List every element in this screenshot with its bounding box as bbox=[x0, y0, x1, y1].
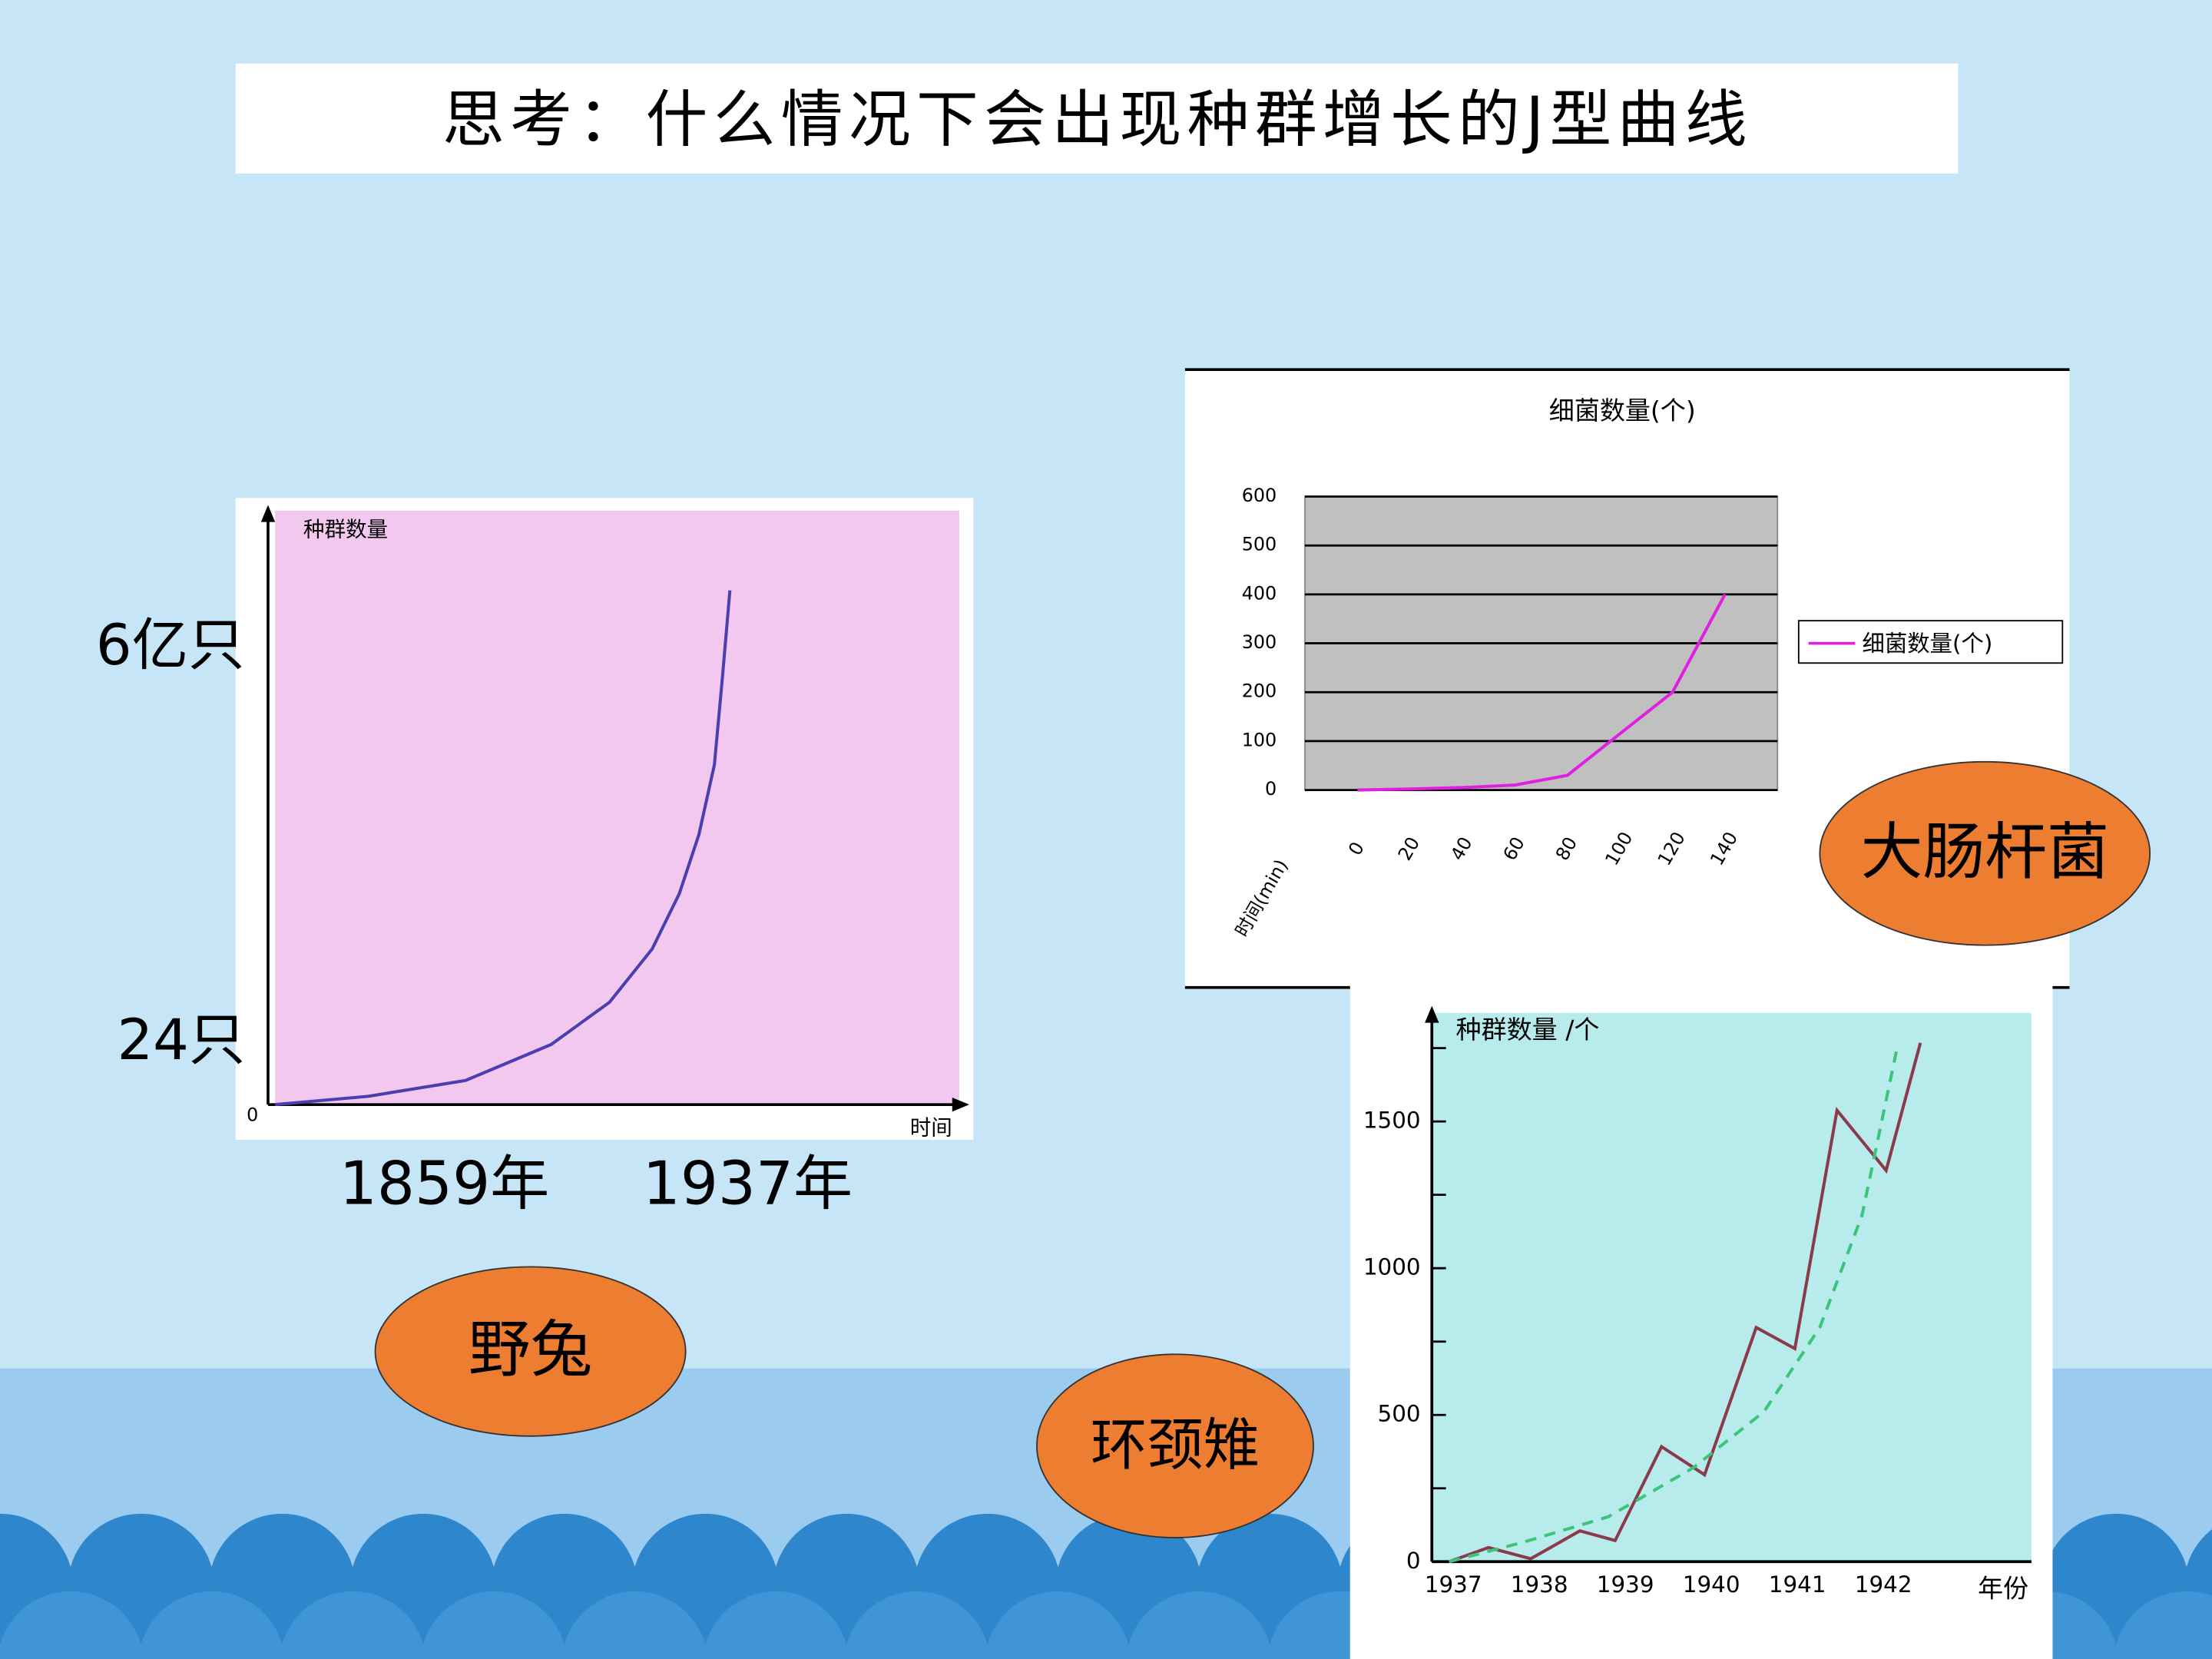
y-axis-label: 种群数量 /个 bbox=[1456, 1015, 1600, 1045]
axis-arrow bbox=[1425, 1005, 1439, 1023]
wave bbox=[985, 1591, 1131, 1659]
wave bbox=[0, 1591, 144, 1659]
chart-title: 细菌数量(个) bbox=[1549, 396, 1696, 426]
ellipse-label: 环颈雉 bbox=[1091, 1412, 1260, 1478]
data-line bbox=[1449, 1046, 1899, 1564]
title-box bbox=[235, 63, 1959, 174]
plot-area bbox=[1432, 1012, 2032, 1562]
label-ellipse bbox=[374, 1266, 687, 1437]
x-tick-label: 1942 bbox=[1855, 1571, 1912, 1598]
annotation: 1859年 bbox=[339, 1150, 549, 1219]
axis-arrow bbox=[952, 1097, 969, 1112]
y-tick-label: 500 bbox=[1242, 534, 1277, 555]
annotation: 24只 bbox=[117, 1008, 245, 1073]
x-axis-label: 年份 bbox=[1978, 1574, 2028, 1604]
x-tick-label: 1937 bbox=[1425, 1571, 1482, 1598]
y-tick-label: 0 bbox=[1265, 778, 1277, 800]
y-tick-label: 300 bbox=[1242, 631, 1277, 653]
wave bbox=[420, 1591, 568, 1659]
x-axis-label: 时间 bbox=[910, 1115, 952, 1140]
x-tick-label: 1938 bbox=[1511, 1571, 1568, 1598]
x-tick-label: 1939 bbox=[1597, 1571, 1654, 1598]
y-axis-label: 种群数量 bbox=[303, 518, 388, 542]
y-tick-label: 600 bbox=[1242, 485, 1277, 506]
data-line bbox=[1357, 593, 1727, 792]
data-line bbox=[1449, 1042, 1922, 1564]
y-tick-label: 200 bbox=[1242, 680, 1277, 702]
wave bbox=[702, 1591, 849, 1659]
wave bbox=[561, 1591, 708, 1659]
x-tick-label: 1941 bbox=[1769, 1571, 1826, 1598]
y-tick-label: 1000 bbox=[1363, 1254, 1421, 1280]
y-tick-label: 500 bbox=[1378, 1401, 1421, 1427]
data-line bbox=[274, 590, 732, 1107]
y-tick-label: 0 bbox=[247, 1104, 258, 1125]
plot-area bbox=[275, 510, 959, 1105]
wave bbox=[1126, 1591, 1273, 1659]
ellipse-label: 大肠杆菌 bbox=[1861, 816, 2109, 889]
wave bbox=[843, 1591, 991, 1659]
y-tick-label: 400 bbox=[1242, 582, 1277, 604]
annotation: 1937年 bbox=[643, 1150, 853, 1219]
y-tick-label: 100 bbox=[1242, 729, 1277, 750]
axis-arrow bbox=[260, 505, 276, 522]
slide-title: 思考：什么情况下会出现种群增长的J型曲线 bbox=[442, 84, 1753, 157]
annotation: 6亿只 bbox=[96, 613, 245, 678]
y-tick-label: 1500 bbox=[1363, 1108, 1421, 1134]
x-tick-label: 1940 bbox=[1683, 1571, 1740, 1598]
ellipse-label: 野兔 bbox=[469, 1314, 593, 1386]
wave bbox=[279, 1591, 426, 1659]
wave bbox=[2113, 1591, 2212, 1659]
y-tick-label: 0 bbox=[1406, 1548, 1421, 1574]
label-ellipse bbox=[1819, 760, 2151, 946]
label-ellipse bbox=[1036, 1353, 1314, 1538]
wave bbox=[138, 1591, 285, 1659]
legend-label: 细菌数量(个) bbox=[1862, 631, 1992, 657]
